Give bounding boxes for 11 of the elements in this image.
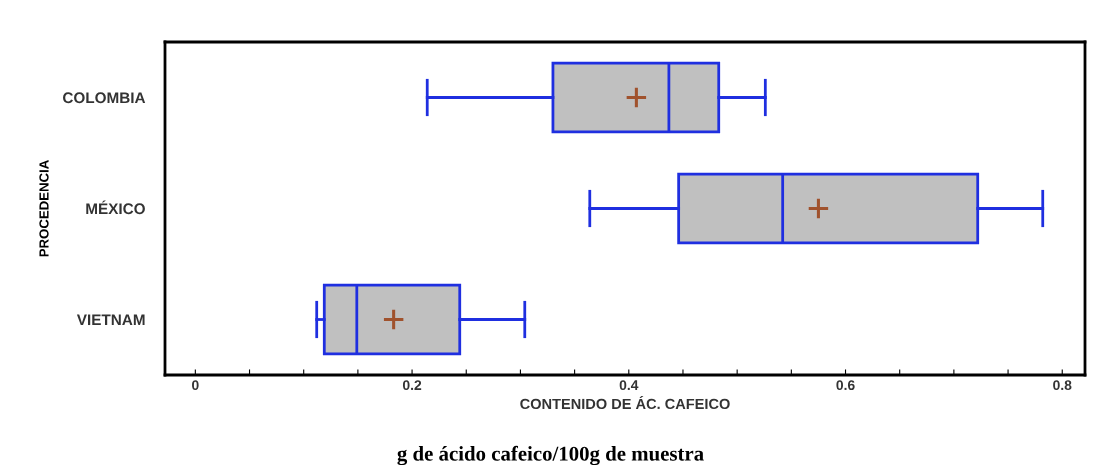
text: g de ácido cafeico/100g de muestra <box>397 445 704 466</box>
x-axis-title: CONTENIDO DE ÁC. CAFEICO <box>520 396 730 410</box>
x-tick-label: 0 <box>192 380 199 391</box>
y-axis-title: PROCEDENCIA <box>39 160 49 257</box>
x-tick-label: 0.6 <box>836 380 855 391</box>
y-tick-label: VIETNAM <box>76 314 145 326</box>
x-tick-label: 0.8 <box>1053 380 1072 391</box>
x-tick-label: 0.2 <box>402 380 422 391</box>
y-tick-label: COLOMBIA <box>63 92 146 104</box>
x-tick-label: 0.4 <box>619 380 639 391</box>
y-tick-label: MÉXICO <box>86 200 145 215</box>
